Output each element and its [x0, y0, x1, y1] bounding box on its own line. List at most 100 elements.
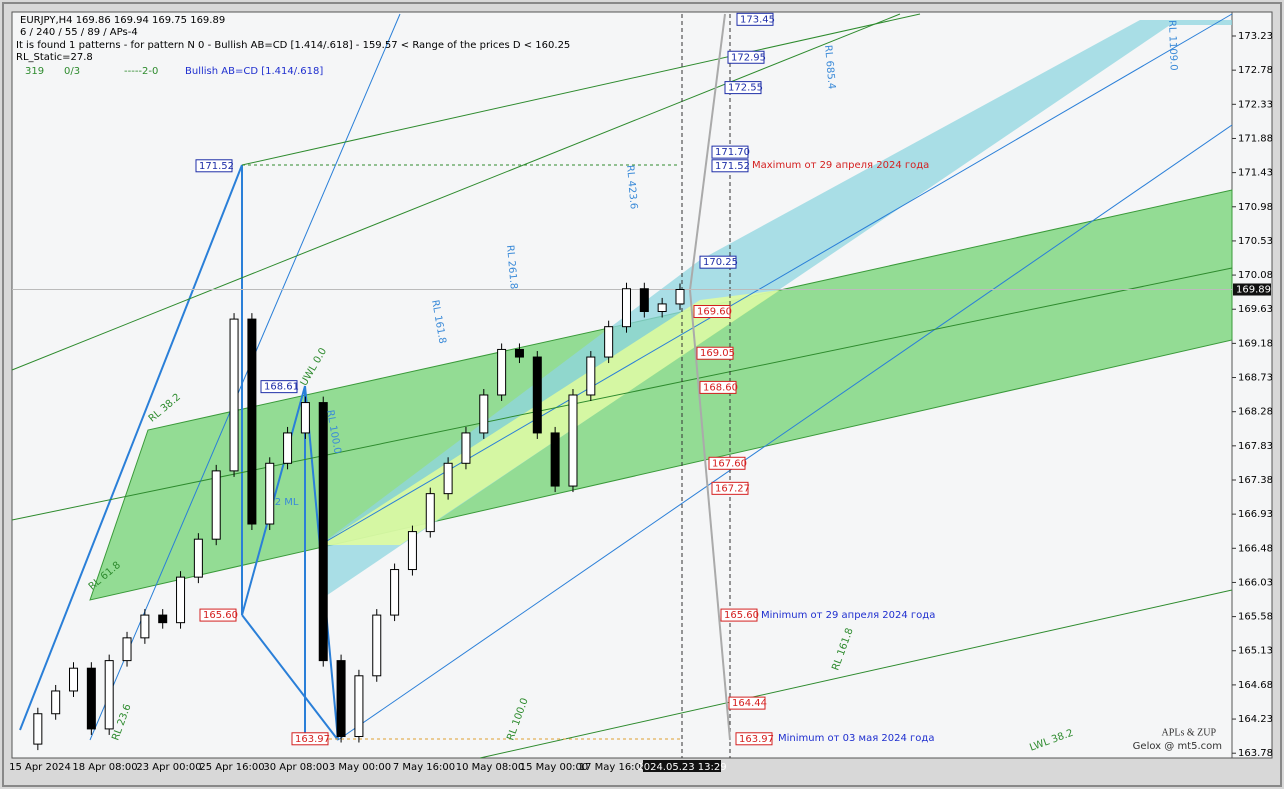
candle-body	[639, 288, 649, 313]
cursor-time-box	[643, 760, 721, 772]
candle-body	[122, 637, 132, 662]
price-label-box	[727, 50, 765, 64]
cursor-time: 2024.05.23 13:29	[637, 762, 726, 773]
x-tick-label: 3 May 00:00	[329, 762, 391, 773]
candle-body	[479, 394, 489, 434]
candle-body	[158, 614, 168, 624]
y-tick-label: 169.18	[1238, 338, 1273, 349]
price-label-box	[735, 732, 773, 746]
price-label: 164.44	[732, 698, 767, 709]
y-tick-label: 170.98	[1238, 202, 1273, 213]
price-label-box	[708, 456, 746, 470]
price-label: 171.70	[715, 147, 750, 158]
price-label: 171.52	[715, 161, 750, 172]
candle-body	[497, 348, 507, 396]
price-label: 168.60	[703, 382, 738, 393]
current-price-box	[1233, 283, 1271, 296]
y-tick-label: 173.23	[1238, 31, 1273, 42]
price-label-box	[199, 608, 237, 622]
price-label-box	[693, 305, 731, 319]
pattern-name: Bullish AB=CD [1.414/.618]	[185, 66, 323, 77]
header-line: It is found 1 patterns - for pattern N 0…	[16, 40, 570, 51]
price-label: 168.61	[264, 382, 299, 393]
candle-body	[532, 356, 542, 434]
price-label-box	[699, 255, 737, 269]
candle-body	[657, 303, 667, 313]
candle-body	[140, 614, 150, 639]
candle-body	[86, 667, 96, 730]
price-label-box	[736, 12, 774, 26]
candle-body	[229, 318, 239, 472]
y-tick-label: 164.68	[1238, 680, 1273, 691]
candle-body	[211, 470, 221, 540]
candle-body	[265, 462, 275, 525]
header-line: 6 / 240 / 55 / 89 / APs-4	[20, 27, 138, 38]
status: 0/3	[64, 66, 80, 77]
price-label-box	[195, 159, 233, 173]
y-tick-label: 170.08	[1238, 270, 1273, 281]
watermark-sub: Gelox @ mt5.com	[1133, 741, 1222, 752]
y-tick-label: 163.78	[1238, 748, 1273, 759]
candle-body	[247, 318, 257, 525]
level-label: RL 1109.0	[1166, 20, 1179, 71]
x-tick-label: 25 Apr 16:00	[199, 762, 264, 773]
y-tick-label: 168.28	[1238, 407, 1273, 418]
price-label-box	[711, 145, 749, 159]
level-label: RL 685.4	[822, 45, 837, 90]
price-label-box	[699, 380, 737, 394]
annotation: Minimum от 03 мая 2024 года	[778, 733, 934, 744]
candle-body	[176, 576, 186, 624]
candle-body	[318, 402, 328, 662]
candle-body	[354, 675, 364, 738]
current-price: 169.89	[1236, 284, 1271, 295]
price-label-box	[720, 608, 758, 622]
candle-body	[300, 402, 310, 434]
y-tick-label: 170.53	[1238, 236, 1273, 247]
candle-body	[193, 538, 203, 578]
price-label: 172.55	[728, 83, 763, 94]
price-label-box	[724, 81, 762, 95]
pitchfork-lines	[11, 13, 1233, 759]
candle-body	[675, 288, 685, 305]
price-label: 167.60	[712, 458, 747, 469]
candle-body	[443, 462, 453, 495]
price-label-box	[260, 380, 298, 394]
price-label: 173.45	[740, 14, 775, 25]
price-label: 165.60	[724, 610, 759, 621]
x-tick-label: 18 Apr 08:00	[72, 762, 137, 773]
price-label: 165.60	[203, 610, 238, 621]
y-tick-label: 167.38	[1238, 475, 1273, 486]
price-label: 172.95	[731, 52, 766, 63]
y-tick-label: 167.83	[1238, 441, 1273, 452]
x-tick-label: 15 Apr 2024	[9, 762, 71, 773]
x-tick-label: 17 May 16:00	[579, 762, 648, 773]
price-label: 167.27	[715, 483, 750, 494]
green-channel	[89, 189, 1233, 601]
candle-body	[514, 348, 524, 358]
header-line: RL_Static=27.8	[16, 52, 93, 63]
y-tick-label: 166.48	[1238, 543, 1273, 554]
y-tick-label: 166.03	[1238, 577, 1273, 588]
header-line: EURJPY,H4 169.86 169.94 169.75 169.89	[20, 15, 225, 26]
price-label: 170.25	[703, 257, 738, 268]
candle-body	[407, 531, 417, 571]
candle-body	[604, 326, 614, 358]
price-label-box	[728, 696, 766, 710]
candle-body	[550, 432, 560, 487]
candle-body	[51, 690, 61, 715]
candle-body	[69, 667, 79, 692]
price-label: 169.60	[697, 307, 732, 318]
y-tick-label: 169.63	[1238, 304, 1273, 315]
candle-body	[461, 432, 471, 464]
y-tick-label: 171.88	[1238, 133, 1273, 144]
annotation: Maximum от 29 апреля 2024 года	[752, 160, 929, 171]
price-label: 163.97	[295, 734, 330, 745]
watermark: APLs & ZUP	[1162, 727, 1217, 738]
annotation: Minimum от 29 апреля 2024 года	[761, 610, 935, 621]
price-label-box	[291, 732, 329, 746]
median-line-label: 1/2 ML	[265, 497, 299, 508]
candle-body	[104, 660, 114, 730]
price-label: 169.05	[700, 348, 735, 359]
level-label: RL 423.6	[624, 165, 639, 210]
